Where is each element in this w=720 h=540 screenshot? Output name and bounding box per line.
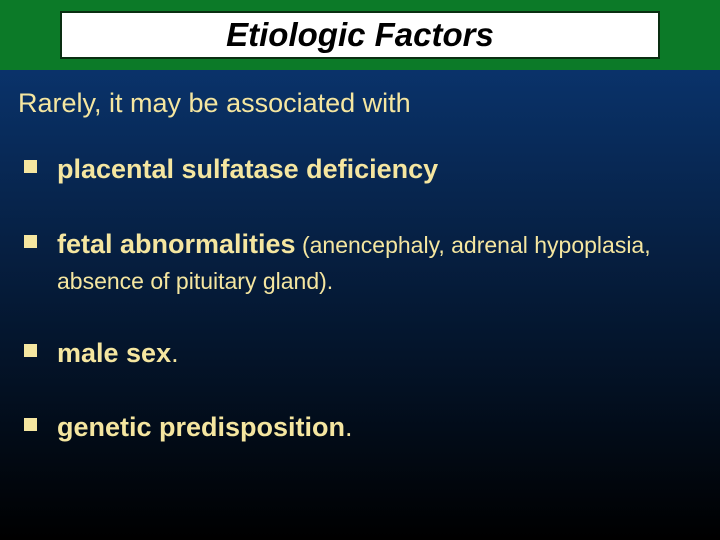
bullet-bold-text: placental sulfatase deficiency — [57, 154, 438, 184]
square-bullet-icon — [24, 235, 37, 248]
bullet-bold-text: fetal abnormalities — [57, 229, 296, 259]
bullet-item: male sex. — [18, 333, 702, 374]
bullet-bold-text: male sex — [57, 338, 171, 368]
bullet-list: placental sulfatase deficiency fetal abno… — [18, 149, 702, 448]
bullet-text: fetal abnormalities (anencephaly, adrena… — [57, 224, 702, 299]
content-area: Rarely, it may be associated with placen… — [0, 70, 720, 540]
bullet-item: placental sulfatase deficiency — [18, 149, 702, 190]
intro-text: Rarely, it may be associated with — [18, 88, 702, 119]
bullet-item: fetal abnormalities (anencephaly, adrena… — [18, 224, 702, 299]
square-bullet-icon — [24, 344, 37, 357]
bullet-text: male sex. — [57, 333, 702, 374]
square-bullet-icon — [24, 418, 37, 431]
bullet-tail-text: . — [171, 338, 179, 368]
bullet-bold-text: genetic predisposition — [57, 412, 345, 442]
square-bullet-icon — [24, 160, 37, 173]
title-box: Etiologic Factors — [60, 11, 660, 59]
title-bar: Etiologic Factors — [0, 0, 720, 70]
bullet-text: genetic predisposition. — [57, 407, 702, 448]
bullet-item: genetic predisposition. — [18, 407, 702, 448]
title-text: Etiologic Factors — [226, 16, 494, 54]
bullet-text: placental sulfatase deficiency — [57, 149, 702, 190]
slide: Etiologic Factors Rarely, it may be asso… — [0, 0, 720, 540]
bullet-tail-text: . — [345, 412, 353, 442]
